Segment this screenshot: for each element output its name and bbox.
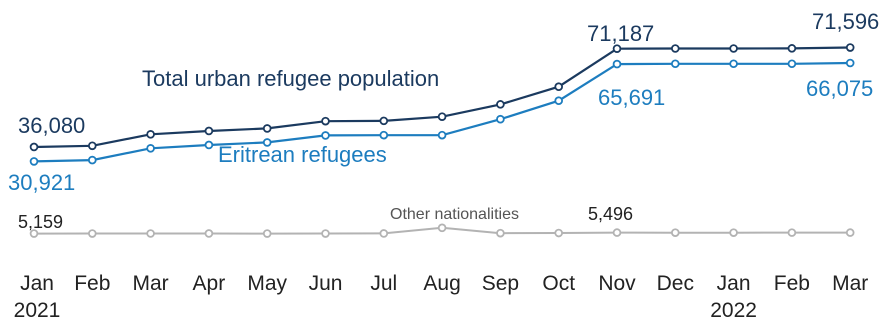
data-point-2-6 [379,229,389,238]
series-name-label-0: Total urban refugee population [142,66,439,91]
data-point-2-7 [437,223,447,233]
data-point-0-1 [88,141,97,151]
data-label-1: 71,187 [587,21,654,46]
x-tick-label-8: Sep [482,272,519,295]
data-point-2-5 [321,229,330,238]
data-point-2-3 [204,229,214,238]
data-point-1-11 [670,59,680,69]
data-point-2-12 [729,228,738,237]
data-point-0-3 [204,126,214,136]
data-point-0-2 [146,130,155,139]
data-point-0-0 [29,142,39,152]
data-point-1-9 [554,96,563,106]
data-point-2-4 [262,229,272,238]
x-tick-label-14: Mar [832,272,868,295]
x-tick-label-4: May [247,272,287,295]
x-tick-label-7: Aug [423,272,460,295]
data-point-2-13 [787,228,797,237]
data-point-1-1 [88,155,97,165]
data-label-0: 36,080 [18,113,85,138]
series-name-label-2: Other nationalities [390,206,519,223]
data-point-2-8 [496,228,505,238]
x-tick-label-1: Feb [74,272,110,295]
data-point-1-0 [29,157,39,166]
data-point-1-12 [729,59,738,69]
x-tick-label-5: Jun [309,272,343,295]
data-point-2-9 [554,228,563,238]
data-point-2-11 [670,228,680,237]
data-point-1-14 [845,58,855,68]
x-tick-label-6: Jul [370,272,397,295]
x-tick-label-12: Jan [717,272,751,295]
data-point-2-10 [612,228,622,237]
data-point-2-0 [29,229,39,238]
data-point-1-10 [612,59,622,69]
x-tick-label-13: Feb [774,272,810,295]
data-point-1-2 [146,144,155,153]
data-label-4: 65,691 [598,85,665,110]
data-point-1-7 [437,130,447,140]
data-label-7: 5,496 [588,204,633,224]
data-point-0-14 [845,43,855,52]
x-tick-label-0: Jan [20,272,54,295]
series-name-label-1: Eritrean refugees [218,142,387,167]
year-label-1: 2022 [710,299,757,320]
data-point-0-9 [554,82,563,92]
data-point-2-2 [146,229,155,238]
x-tick-label-11: Dec [657,272,694,295]
data-point-1-13 [787,59,797,69]
data-point-0-4 [262,124,272,133]
data-point-0-12 [729,44,738,53]
data-point-0-6 [379,116,389,126]
x-tick-label-10: Nov [598,272,636,295]
data-label-6: 5,159 [18,212,63,232]
data-point-1-3 [204,140,214,150]
data-point-1-8 [496,114,505,124]
x-tick-label-2: Mar [133,272,169,295]
x-tick-label-9: Oct [542,272,575,295]
data-label-3: 30,921 [8,170,75,195]
data-point-0-11 [670,44,680,53]
data-label-5: 66,075 [806,76,873,101]
data-point-1-6 [379,130,389,140]
data-point-0-13 [787,44,797,53]
data-point-0-5 [321,116,330,126]
data-point-1-5 [321,131,330,140]
year-label-0: 2021 [14,299,61,320]
data-label-2: 71,596 [812,9,879,34]
x-tick-label-3: Apr [193,272,226,295]
data-point-0-7 [437,112,447,121]
data-point-0-10 [612,44,622,53]
data-point-0-8 [496,100,505,109]
data-point-2-1 [88,229,97,238]
data-point-2-14 [845,228,855,237]
data-point-1-4 [262,138,272,147]
